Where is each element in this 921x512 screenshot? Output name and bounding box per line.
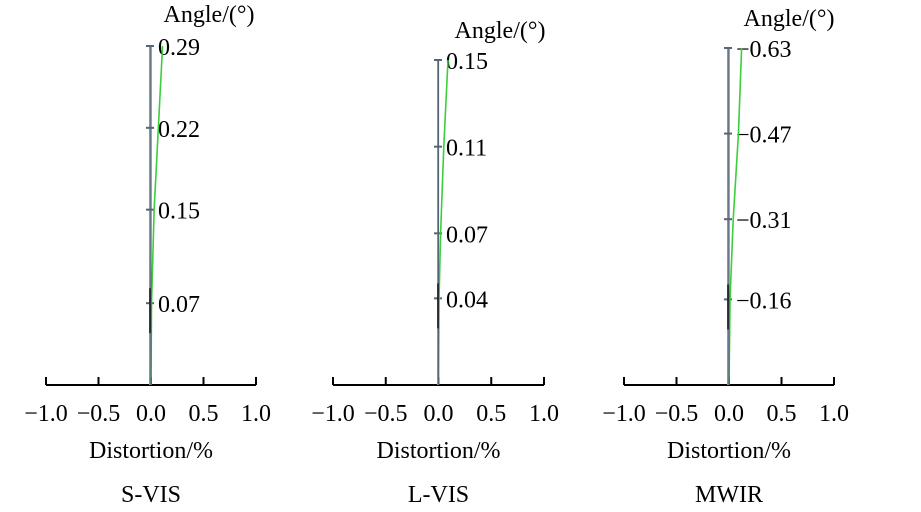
x-tick-label: −0.5: [364, 401, 408, 427]
x-tick-label: −1.0: [24, 401, 68, 427]
panel-title: MWIR: [695, 482, 763, 508]
y-tick-label: 0.11: [446, 136, 487, 162]
x-tick-label: 0.5: [767, 401, 797, 427]
x-tick-label: 1.0: [241, 401, 271, 427]
y-axis-title: Angle/(°): [455, 18, 546, 44]
y-tick-label: 0.29: [158, 35, 200, 61]
y-tick-label: 0.07: [446, 222, 488, 248]
y-axis-title: Angle/(°): [164, 2, 255, 28]
x-axis-title: Distortion/%: [667, 438, 791, 464]
y-axis-title: Angle/(°): [744, 6, 835, 32]
x-axis-title: Distortion/%: [377, 438, 501, 464]
panel-l-vis: Angle/(°) Distortion/% L-VIS −1.0 −0.5 0.0…: [311, 18, 559, 508]
x-tick-label: 0.0: [424, 401, 454, 427]
x-tick-label: 1.0: [529, 401, 559, 427]
x-tick-label: 0.5: [476, 401, 506, 427]
panel-s-vis: Angle/(°) Distortion/% S-VIS −1.0 −0.5 0.0…: [24, 2, 271, 508]
y-tick-label: 0.15: [158, 199, 200, 225]
x-tick-label: −0.5: [77, 401, 121, 427]
x-tick-label: −1.0: [602, 401, 646, 427]
x-tick-label: 0.5: [189, 401, 219, 427]
x-tick-label: 1.0: [819, 401, 849, 427]
y-tick-label: −0.47: [736, 123, 792, 149]
y-tick-label: 0.04: [446, 287, 488, 313]
panel-title: S-VIS: [121, 482, 181, 508]
y-tick-label: 0.15: [446, 49, 488, 75]
y-tick-label: −0.31: [736, 208, 792, 234]
y-tick-label: −0.16: [736, 288, 792, 314]
y-tick-label: 0.07: [158, 292, 200, 318]
x-tick-label: 0.0: [136, 401, 166, 427]
y-tick-label: 0.22: [158, 117, 200, 143]
panel-mwir: Angle/(°) Distortion/% MWIR −1.0 −0.5 0.0 0…: [602, 6, 849, 508]
x-axis-title: Distortion/%: [89, 438, 213, 464]
x-tick-label: 0.0: [714, 401, 744, 427]
panel-title: L-VIS: [408, 482, 469, 508]
y-tick-label: −0.63: [736, 37, 792, 63]
x-tick-label: −1.0: [311, 401, 355, 427]
x-tick-label: −0.5: [655, 401, 699, 427]
series-line-0: [728, 47, 743, 386]
